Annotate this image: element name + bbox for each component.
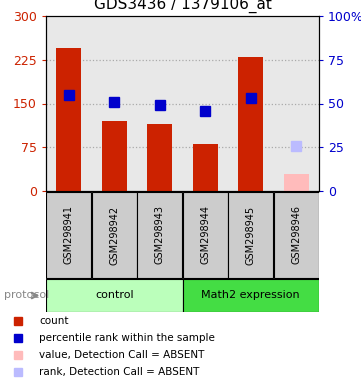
Bar: [46, 279, 183, 312]
Bar: [274, 192, 319, 278]
Text: GSM298946: GSM298946: [291, 205, 301, 265]
Bar: [46, 16, 91, 191]
Bar: [193, 144, 218, 191]
Bar: [228, 192, 273, 278]
Text: rank, Detection Call = ABSENT: rank, Detection Call = ABSENT: [39, 367, 199, 377]
Bar: [137, 192, 182, 278]
Bar: [274, 16, 319, 191]
Bar: [102, 121, 127, 191]
Text: value, Detection Call = ABSENT: value, Detection Call = ABSENT: [39, 349, 204, 359]
Text: GSM298945: GSM298945: [246, 205, 256, 265]
Bar: [46, 192, 91, 278]
Title: GDS3436 / 1379106_at: GDS3436 / 1379106_at: [93, 0, 271, 13]
Bar: [92, 192, 137, 278]
Bar: [183, 16, 228, 191]
Bar: [228, 16, 274, 191]
Text: percentile rank within the sample: percentile rank within the sample: [39, 333, 215, 343]
Text: GSM298944: GSM298944: [200, 205, 210, 265]
Text: GSM298941: GSM298941: [64, 205, 74, 265]
Bar: [183, 192, 228, 278]
Text: count: count: [39, 316, 69, 326]
Bar: [284, 174, 309, 191]
Text: protocol: protocol: [4, 291, 49, 301]
Text: Math2 expression: Math2 expression: [201, 291, 300, 301]
Bar: [91, 16, 137, 191]
Text: GSM298942: GSM298942: [109, 205, 119, 265]
Bar: [137, 16, 183, 191]
Bar: [147, 124, 172, 191]
Text: GSM298943: GSM298943: [155, 205, 165, 265]
Bar: [238, 57, 263, 191]
Bar: [56, 48, 81, 191]
Text: control: control: [95, 291, 134, 301]
Bar: [183, 279, 319, 312]
